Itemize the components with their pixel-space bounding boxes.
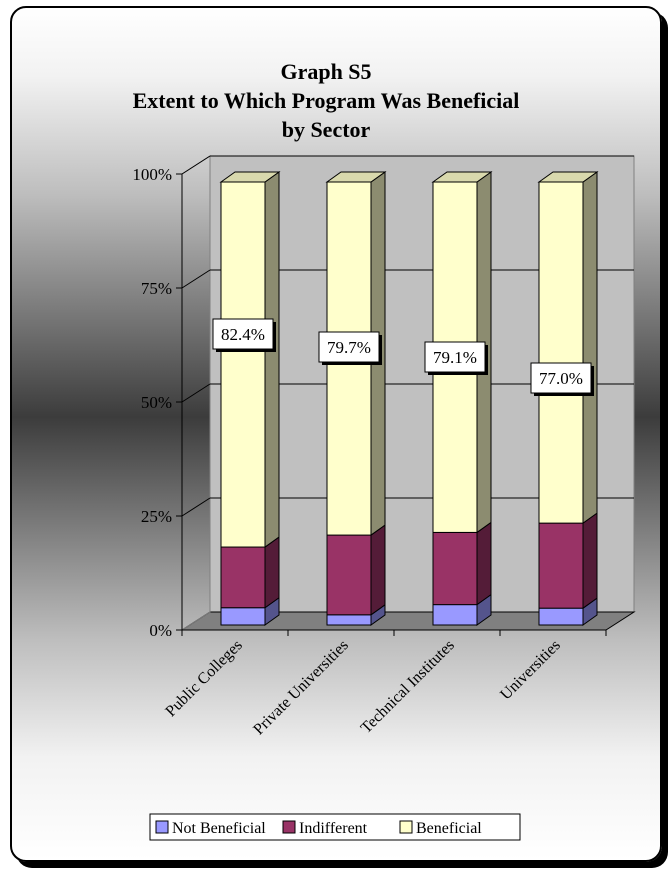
- x-axis: Public Colleges Private Universities Techn…: [162, 629, 607, 739]
- chart-title-line: Extent to Which Program Was Beneficial: [133, 88, 520, 113]
- bar-segment: [538, 181, 584, 524]
- data-label-box: [424, 341, 486, 373]
- gridline-diagonal: [181, 269, 211, 289]
- category-label: Universities: [497, 637, 564, 704]
- y-tick-label: 75%: [141, 279, 172, 298]
- data-label: 82.4%: [221, 325, 265, 344]
- gridline-diagonal: [181, 497, 211, 517]
- gridline-diagonal: [181, 383, 211, 403]
- bar-top: [325, 171, 387, 183]
- gridline-diagonal: [181, 155, 211, 175]
- data-labels: 82.4% 79.7% 79.1% 77.0%: [212, 318, 594, 396]
- legend[interactable]: Not Beneficial Indifferent Beneficial: [149, 813, 521, 841]
- chart-title-line: by Sector: [282, 117, 371, 142]
- y-tick-label: 0%: [149, 621, 172, 640]
- legend-swatch: [155, 820, 169, 834]
- chart-frame: Graph S5 Extent to Which Program Was Bene…: [10, 6, 662, 862]
- bar-side: [264, 536, 280, 609]
- bar-segment: [538, 607, 584, 626]
- chart-title-line: Graph S5: [280, 59, 371, 84]
- legend-swatch: [282, 820, 296, 834]
- bars: [219, 171, 599, 626]
- bar-segment: [220, 546, 266, 609]
- y-tick-label: 100%: [132, 165, 172, 184]
- bar-segment: [220, 181, 266, 548]
- bar-top: [431, 171, 493, 183]
- data-label: 79.7%: [327, 338, 371, 357]
- category-label: Technical Institutes: [358, 637, 458, 737]
- bar-segment: [220, 607, 266, 626]
- bar-side: [582, 512, 598, 610]
- bar-segment: [432, 604, 478, 626]
- bar-side: [264, 171, 280, 549]
- y-tick-label: 25%: [141, 507, 172, 526]
- category-label: Private Universities: [250, 637, 352, 739]
- category-label: Public Colleges: [162, 637, 245, 720]
- bar-side: [370, 524, 386, 616]
- legend-label: Not Beneficial: [172, 820, 266, 837]
- legend-label: Indifferent: [299, 820, 368, 837]
- bar-side: [476, 521, 492, 606]
- chart-title: Graph S5 Extent to Which Program Was Bene…: [133, 59, 520, 142]
- legend-label: Beneficial: [416, 820, 482, 837]
- data-label-box: [212, 318, 274, 350]
- legend-box: [149, 813, 521, 841]
- bar-side: [582, 171, 598, 525]
- bar-top: [537, 171, 599, 183]
- chart: Graph S5 Extent to Which Program Was Bene…: [132, 59, 636, 841]
- y-tick-label: 50%: [141, 393, 172, 412]
- bar-segment: [326, 614, 372, 626]
- bar-segment: [538, 522, 584, 609]
- bar-segment: [432, 531, 478, 606]
- data-label-box: [318, 331, 380, 363]
- bar-segment: [326, 534, 372, 616]
- data-label-box: [530, 362, 592, 394]
- data-label: 77.0%: [539, 369, 583, 388]
- bar-top: [219, 171, 281, 183]
- legend-swatch: [399, 820, 413, 834]
- y-axis: 0% 25% 50% 75% 100%: [132, 165, 183, 640]
- data-label: 79.1%: [433, 348, 477, 367]
